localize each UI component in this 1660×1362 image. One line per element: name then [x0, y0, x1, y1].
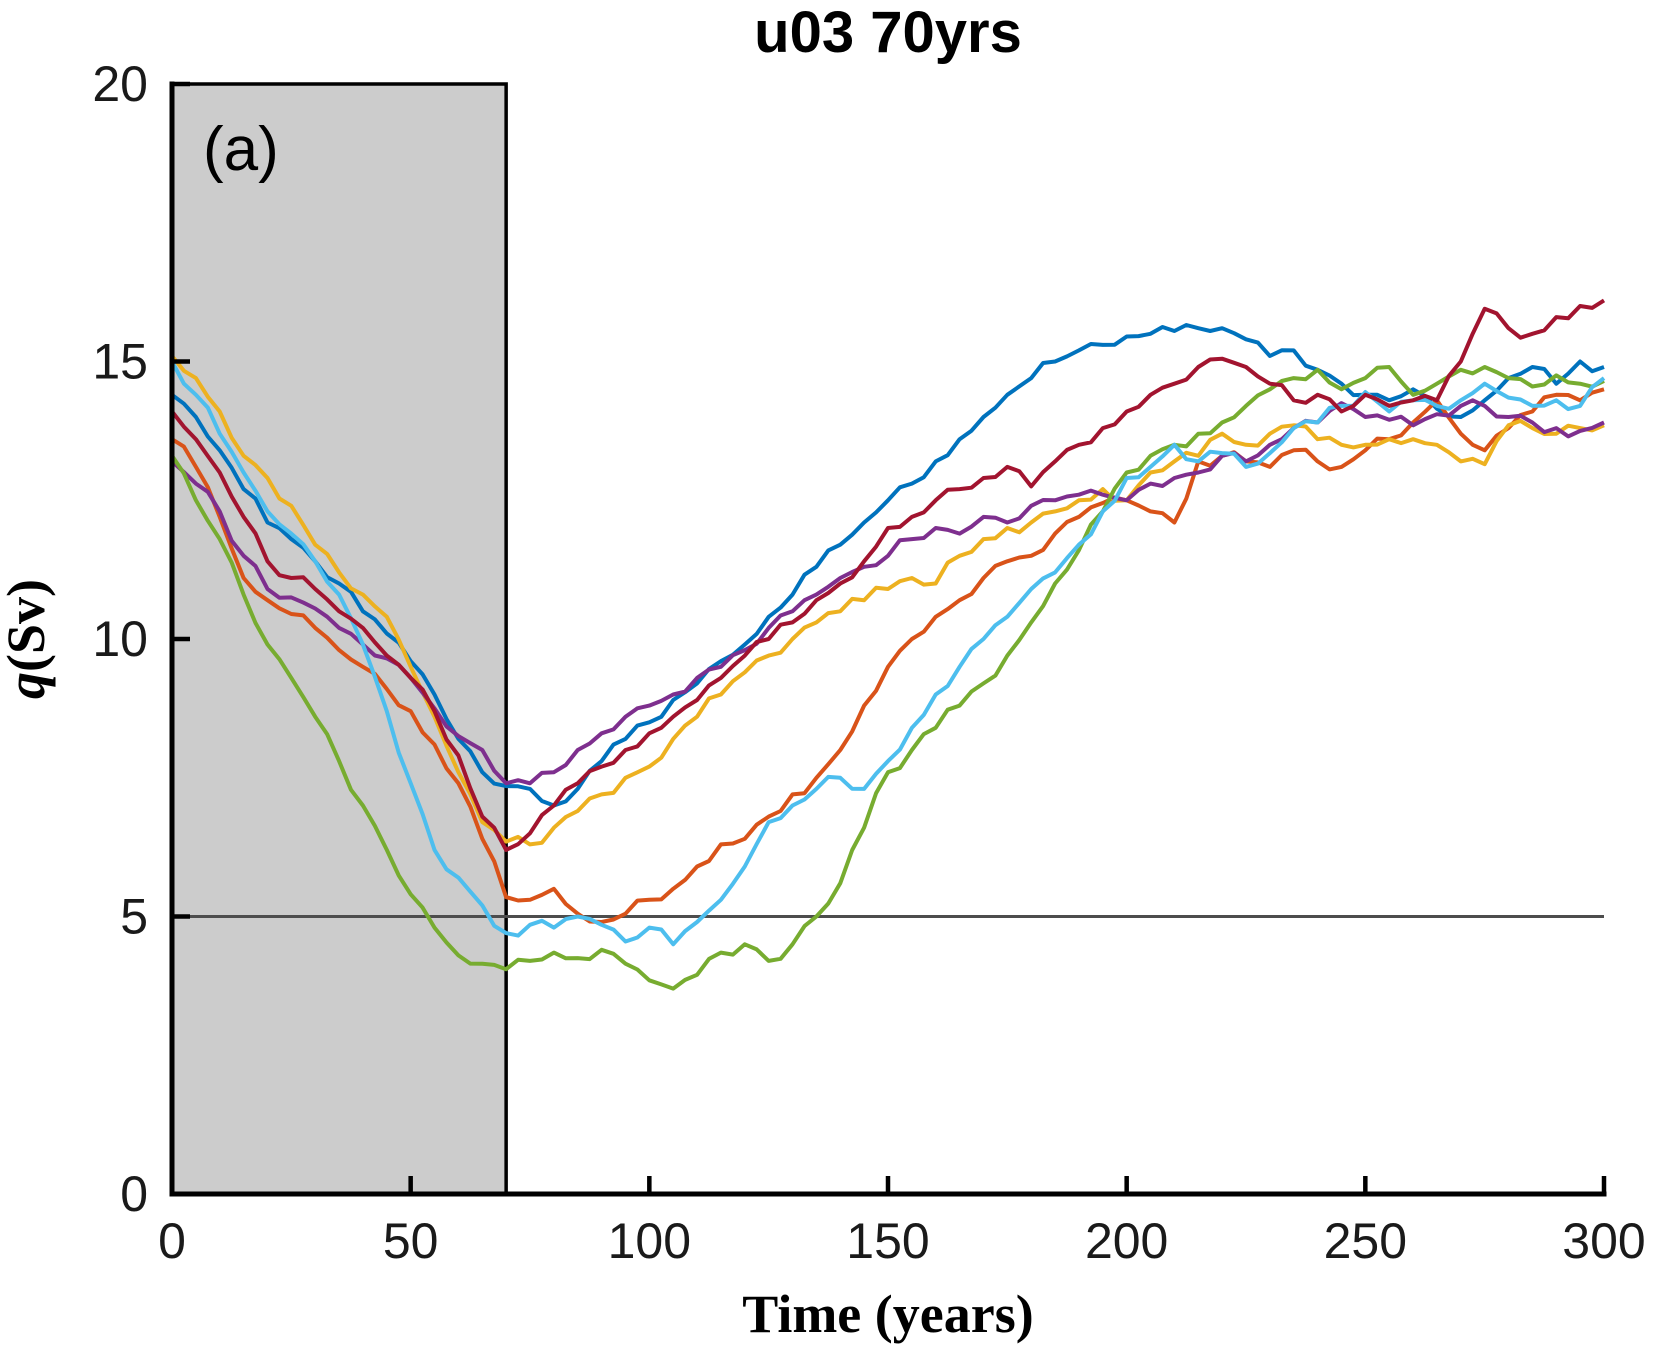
y-tick-label: 20: [92, 56, 148, 112]
panel-label: (a): [203, 115, 279, 184]
y-tick-label: 15: [92, 334, 148, 390]
y-tick-label: 5: [120, 889, 148, 945]
y-tick-label: 10: [92, 611, 148, 667]
y-axis-label-unit: (Sv): [0, 579, 56, 672]
x-tick-label: 50: [383, 1213, 439, 1269]
series-member-green: [170, 365, 1605, 991]
y-tick-label: 0: [120, 1166, 148, 1222]
y-axis-label: q(Sv): [0, 579, 56, 699]
x-tick-label: 200: [1085, 1213, 1168, 1269]
x-tick-label: 100: [608, 1213, 691, 1269]
chart-title: u03 70yrs: [754, 0, 1022, 65]
spinup-shaded-region: [170, 82, 508, 1196]
x-tick-label: 0: [158, 1213, 186, 1269]
series-member-yellow: [170, 354, 1605, 847]
series-member-cyan: [170, 360, 1606, 947]
x-tick-label: 150: [846, 1213, 929, 1269]
series-member-orange: [170, 387, 1605, 924]
x-tick-label: 300: [1562, 1213, 1645, 1269]
x-tick-label: 250: [1324, 1213, 1407, 1269]
y-axis-label-symbol: q: [0, 672, 56, 699]
series-member-maroon: [170, 298, 1606, 852]
plot-area: 0 50 100 150 200 250 300 0 5 10 15 20: [92, 56, 1645, 1269]
x-axis-label: Time (years): [742, 1284, 1033, 1344]
